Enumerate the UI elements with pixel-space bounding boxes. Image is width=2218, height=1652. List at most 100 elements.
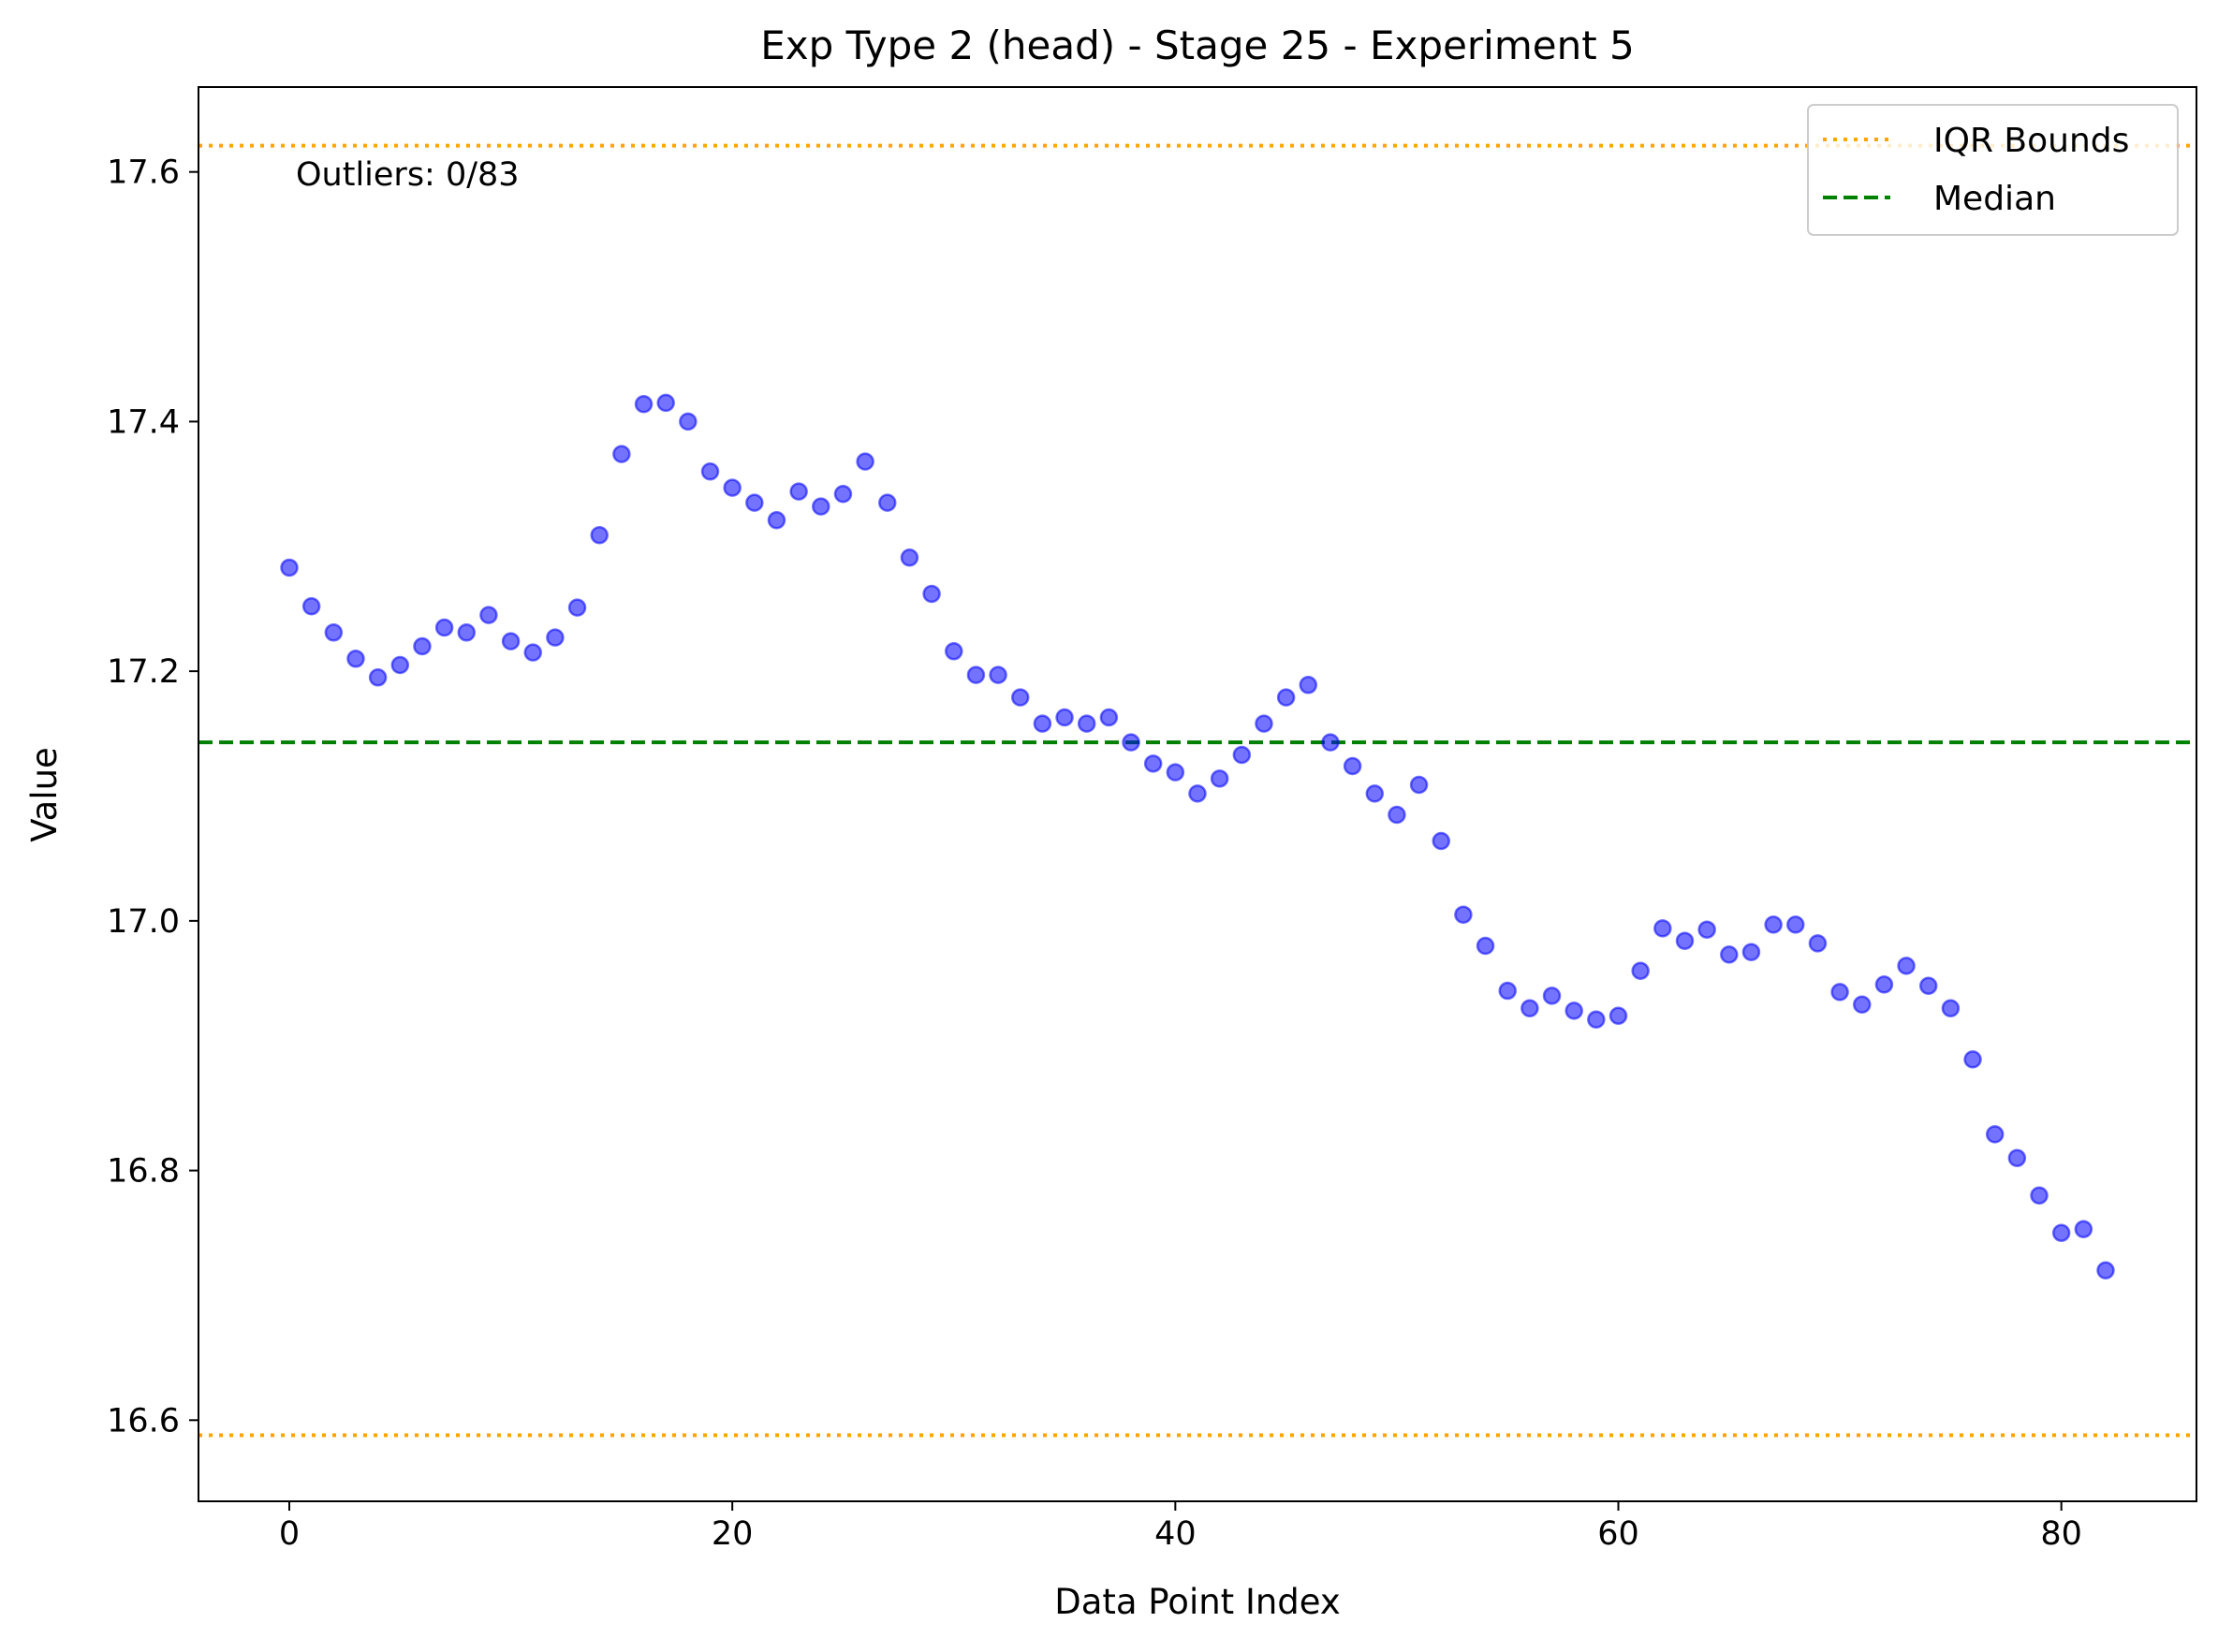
data-point (1675, 931, 1695, 950)
data-point (767, 511, 786, 530)
data-point (1608, 1006, 1628, 1025)
data-point (1720, 945, 1739, 964)
data-point (1188, 784, 1207, 803)
data-point (1365, 784, 1385, 803)
data-point (346, 650, 365, 668)
legend-box (1807, 104, 2179, 236)
data-point (1830, 983, 1849, 1001)
y-axis-label: Value (24, 747, 65, 842)
data-point (1343, 756, 1362, 776)
data-point (1055, 708, 1074, 727)
data-point (789, 482, 808, 501)
data-point (1409, 775, 1429, 795)
data-point (1143, 754, 1163, 773)
data-point (324, 623, 344, 642)
data-point (2007, 1148, 2027, 1168)
data-point (812, 497, 830, 516)
data-point (1963, 1050, 1982, 1069)
data-point (1853, 995, 1872, 1014)
y-tick-label: 16.8 (107, 1153, 180, 1191)
chart-title: Exp Type 2 (head) - Stage 25 - Experimen… (760, 22, 1635, 68)
data-point (1122, 733, 1140, 752)
data-point (1010, 688, 1030, 707)
data-point (457, 623, 477, 642)
data-point (280, 558, 299, 577)
data-point (434, 618, 454, 637)
data-point (612, 445, 631, 463)
y-tick-label: 17.4 (107, 403, 180, 441)
data-point (700, 462, 720, 481)
x-tick-label: 80 (2040, 1515, 2082, 1553)
data-point (546, 628, 565, 647)
data-point (922, 584, 941, 604)
data-point (745, 493, 764, 512)
y-tick-label: 17.6 (107, 154, 180, 192)
data-point (1941, 999, 1961, 1017)
data-point (2074, 1220, 2093, 1239)
data-point (1388, 805, 1406, 825)
data-point (989, 665, 1007, 684)
data-point (1918, 976, 1938, 995)
data-point (1255, 714, 1273, 733)
data-point (1432, 831, 1450, 851)
data-point (1808, 934, 1828, 953)
data-point (2030, 1186, 2049, 1206)
y-tick-label: 17.0 (107, 903, 180, 941)
data-point (368, 668, 388, 687)
data-point (1232, 745, 1252, 765)
data-point (1099, 708, 1119, 727)
data-point (856, 452, 874, 471)
data-point (1874, 975, 1894, 994)
data-point (1276, 688, 1296, 707)
legend-iqr-label: IQR Bounds (1933, 122, 2129, 160)
data-point (1166, 763, 1185, 782)
x-axis-label: Data Point Index (1054, 1582, 1341, 1622)
reference-lines (198, 143, 2196, 1438)
y-tick-label: 16.6 (107, 1402, 180, 1440)
x-tick-label: 0 (279, 1515, 300, 1553)
x-tick-label: 20 (712, 1515, 754, 1553)
data-point (679, 412, 698, 431)
data-point (1564, 1001, 1583, 1020)
data-point (634, 394, 654, 414)
y-tick-label: 17.2 (107, 653, 180, 691)
plot-frame (198, 86, 2197, 1502)
data-point (1764, 915, 1783, 934)
data-point (1520, 999, 1539, 1017)
data-point (590, 526, 609, 545)
data-point (723, 478, 742, 497)
data-point (301, 597, 321, 616)
data-point (413, 636, 432, 656)
data-point (2051, 1223, 2071, 1243)
legend-median-label: Median (1933, 180, 2056, 218)
outliers-annotation: Outliers: 0/83 (296, 156, 520, 194)
data-point (656, 393, 675, 413)
data-points (280, 393, 2115, 1280)
data-point (1587, 1010, 1606, 1029)
data-point (390, 655, 410, 675)
data-point (2096, 1261, 2115, 1280)
data-point (878, 493, 897, 512)
data-point (900, 548, 919, 567)
data-point (1210, 769, 1229, 788)
data-point (1454, 905, 1473, 924)
data-point (833, 485, 853, 504)
data-point (567, 598, 587, 617)
data-point (1476, 936, 1495, 956)
data-point (1498, 981, 1517, 1001)
data-point (501, 632, 521, 651)
data-point (945, 642, 963, 661)
data-point (479, 606, 498, 624)
data-point (1542, 987, 1562, 1005)
data-point (1321, 733, 1340, 752)
legend: IQR Bounds Median (1807, 104, 2179, 236)
data-point (1653, 919, 1672, 938)
data-point (1786, 915, 1805, 934)
data-point (1985, 1125, 2005, 1144)
data-point (1741, 943, 1761, 961)
data-point (1033, 714, 1052, 733)
data-point (1299, 676, 1318, 694)
data-point (1697, 920, 1716, 939)
data-point (1631, 961, 1650, 980)
